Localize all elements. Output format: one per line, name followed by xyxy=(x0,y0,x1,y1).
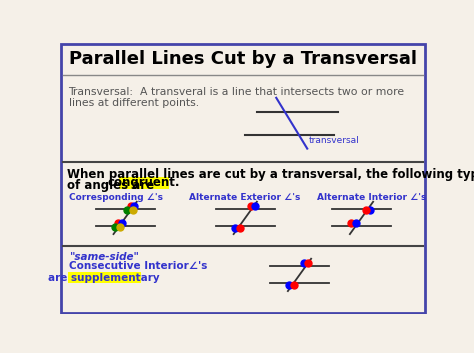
Text: Alternate Interior ∠'s: Alternate Interior ∠'s xyxy=(317,193,426,202)
Text: transversal: transversal xyxy=(309,136,360,145)
Text: When parallel lines are cut by a transversal, the following types: When parallel lines are cut by a transve… xyxy=(67,168,474,181)
Text: of angles are: of angles are xyxy=(67,179,158,192)
Text: Alternate Exterior ∠'s: Alternate Exterior ∠'s xyxy=(190,193,301,202)
FancyBboxPatch shape xyxy=(119,177,169,189)
Text: Transversal:  A transveral is a line that intersects two or more: Transversal: A transveral is a line that… xyxy=(69,87,405,97)
Text: Consecutive Interior∠'s: Consecutive Interior∠'s xyxy=(69,261,207,271)
Text: "same-side": "same-side" xyxy=(69,252,138,262)
Text: lines at different points.: lines at different points. xyxy=(69,98,199,108)
Text: Parallel Lines Cut by a Transversal: Parallel Lines Cut by a Transversal xyxy=(69,50,417,68)
Text: Corresponding ∠'s: Corresponding ∠'s xyxy=(69,193,163,202)
Text: congruent.: congruent. xyxy=(108,176,180,190)
Text: are supplementary: are supplementary xyxy=(48,273,160,283)
FancyBboxPatch shape xyxy=(61,44,425,313)
FancyBboxPatch shape xyxy=(68,272,141,283)
